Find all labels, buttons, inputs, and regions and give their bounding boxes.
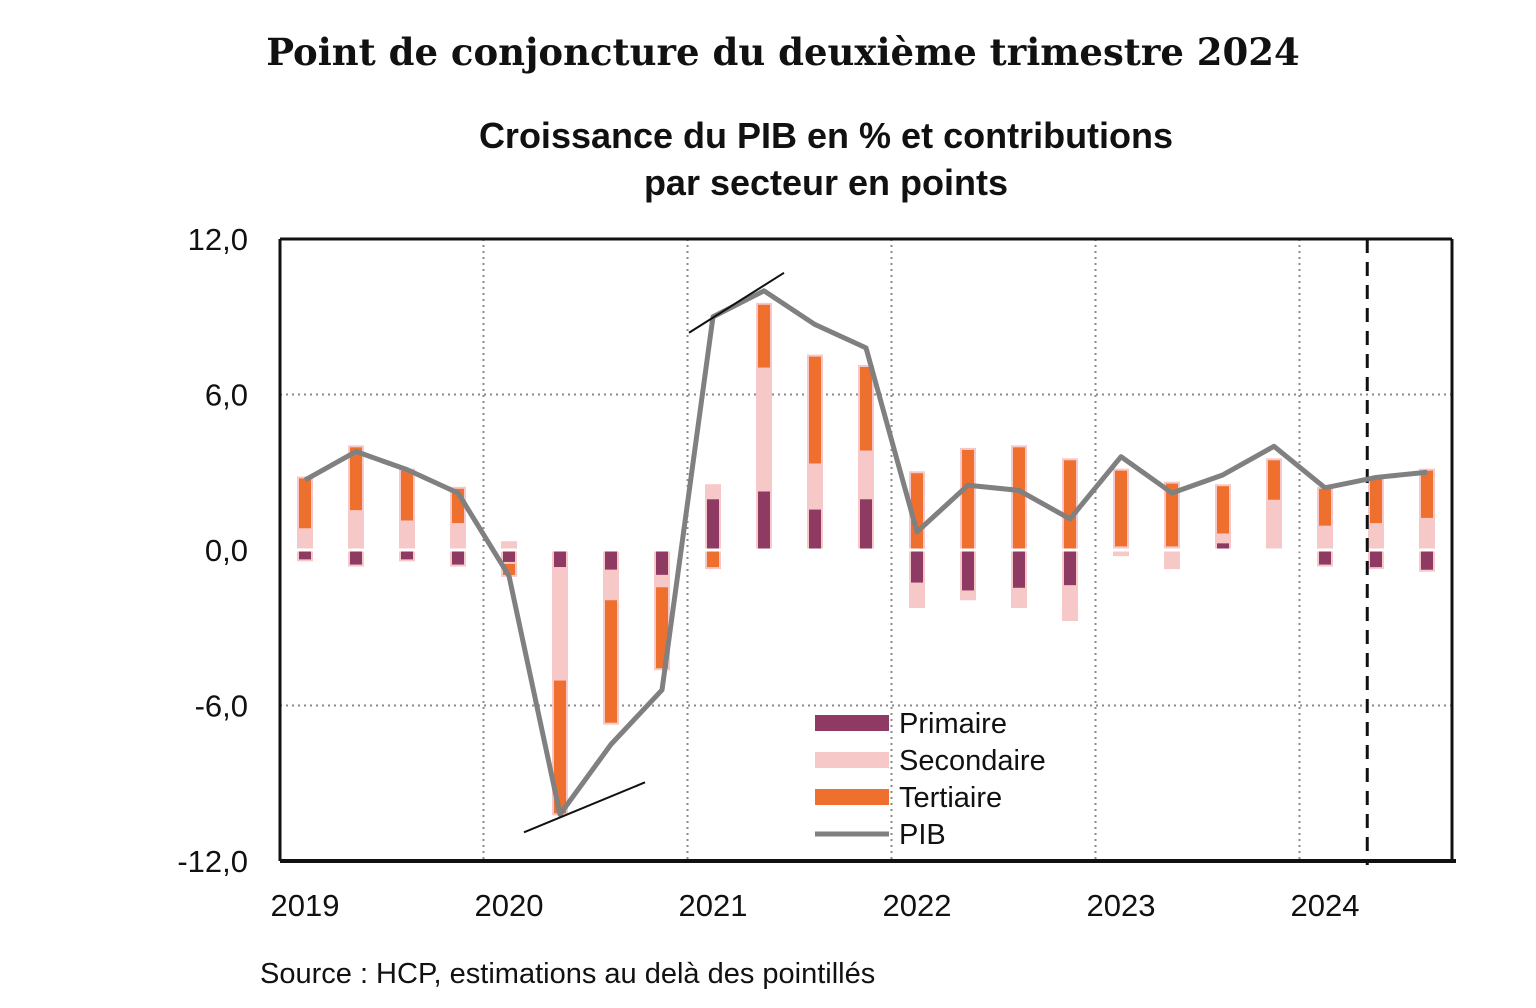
legend-label-secondaire: Secondaire [899,745,1046,777]
bar-tertiaire-2024T3 [1419,468,1435,520]
x-tick-label: 2019 [271,888,340,923]
bar-primaire-2019T4 [450,549,466,567]
chart-title-line-2: par secteur en points [643,162,1009,203]
bar-secondaire-2020T4 [654,574,670,588]
legend-swatch-secondaire [815,752,889,768]
bar-tertiaire-2020T3 [603,598,619,725]
bar-primaire-2019T2 [348,549,364,567]
bar-primaire-2022T3 [1011,549,1027,590]
tick-labels: 12,0 6,0 0,0 -6,0 -12,0 2019 2020 2021 2022 2023 2… [177,222,1359,923]
bar-secondaire-2022T4 [1062,585,1078,621]
y-tick-label: 12,0 [188,222,248,257]
bar-secondaire-2024T3 [1419,517,1435,552]
bar-primaire-2024T1 [1317,549,1333,567]
pib-line [303,288,1428,817]
bar-tertiaire-2023T4 [1266,458,1282,502]
bar-primaire-2020T3 [603,549,619,572]
bar-tertiaire-2019T1 [297,476,313,531]
bar-secondaire-2024T1 [1317,525,1333,551]
bar-tertiaire-2022T4 [1062,458,1078,551]
bar-secondaire-2021T2 [756,367,772,492]
bar-primaire-2022T2 [960,549,976,593]
x-tick-label: 2021 [679,888,748,923]
legend-swatch-primaire [815,715,889,731]
bar-primaire-2021T3 [807,507,823,551]
y-tick-label: -12,0 [177,844,248,879]
bar-tertiaire-2022T3 [1011,445,1027,552]
trough-annotation-line [523,781,646,834]
bar-tertiaire-2023T1 [1113,468,1129,549]
bar-tertiaire-2024T1 [1317,486,1333,528]
x-tick-label: 2023 [1087,888,1156,923]
bar-tertiaire-2021T1 [705,549,721,570]
document-title: Point de conjoncture du deuxième trimest… [266,30,1300,74]
bar-primaire-2020T4 [654,549,670,577]
bar-secondaire-2019T4 [450,523,466,551]
bar-secondaire-2021T1 [705,484,721,500]
bar-tertiaire-2023T3 [1215,484,1231,536]
bar-secondaire-2023T4 [1266,499,1282,551]
chart-title-line-1: Croissance du PIB en % et contributions [478,115,1174,156]
bar-primaire-2020T1 [501,549,517,564]
legend-label-tertiaire: Tertiaire [899,782,1002,814]
bar-tertiaire-2021T4 [858,364,874,453]
bar-tertiaire-2024T2 [1368,476,1384,526]
source-note: Source : HCP, estimations au delà des po… [260,958,876,990]
bar-secondaire-2023T3 [1215,533,1231,544]
bar-secondaire-2019T2 [348,510,364,551]
bar-secondaire-2022T2 [960,590,976,601]
bar-tertiaire-2022T2 [960,447,976,551]
bar-tertiaire-2019T3 [399,468,415,523]
bar-primaire-2024T3 [1419,549,1435,572]
axes-group [278,237,1456,865]
x-tick-label: 2024 [1291,888,1360,923]
bar-primaire-2021T4 [858,497,874,551]
bar-secondaire-2020T3 [603,569,619,601]
x-tick-label: 2022 [883,888,952,923]
y-tick-label: 0,0 [205,533,248,568]
bar-primaire-2022T4 [1062,549,1078,588]
bar-secondaire-2021T3 [807,463,823,510]
bar-primaire-2019T1 [297,549,313,562]
bar-secondaire-2022T3 [1011,587,1027,609]
bar-primaire-2021T1 [705,497,721,551]
grid-lines [280,239,1452,861]
y-tick-label: -6,0 [195,689,248,724]
bar-primaire-2020T2 [552,549,568,570]
chart-title: Croissance du PIB en % et contributions … [330,112,1322,206]
bar-secondaire-2020T2 [552,567,568,681]
bar-tertiaire-2023T2 [1164,481,1180,549]
y-tick-label: 6,0 [205,378,248,413]
bar-primaire-2024T2 [1368,549,1384,570]
bar-secondaire-2021T4 [858,450,874,500]
bar-secondaire-2023T2 [1164,549,1180,570]
bar-secondaire-2022T1 [909,582,925,609]
bar-primaire-2021T2 [756,489,772,551]
bar-tertiaire-2021T3 [807,354,823,466]
bar-secondaire-2019T1 [297,528,313,551]
peak-annotation-line [688,271,785,334]
bar-primaire-2022T1 [909,549,925,585]
legend-label-pib: PIB [899,819,946,851]
bars-group [297,302,1435,816]
legend: Primaire Secondaire Tertiaire PIB [815,708,1046,851]
bar-tertiaire-2021T2 [756,302,772,370]
bar-secondaire-2019T3 [399,520,415,551]
legend-label-primaire: Primaire [899,708,1007,740]
bar-secondaire-2024T2 [1368,523,1384,551]
bar-primaire-2019T3 [399,549,415,562]
bar-tertiaire-2019T2 [348,445,364,513]
legend-swatch-tertiaire [815,789,889,805]
x-tick-label: 2020 [475,888,544,923]
pib-line-group [303,271,1428,834]
